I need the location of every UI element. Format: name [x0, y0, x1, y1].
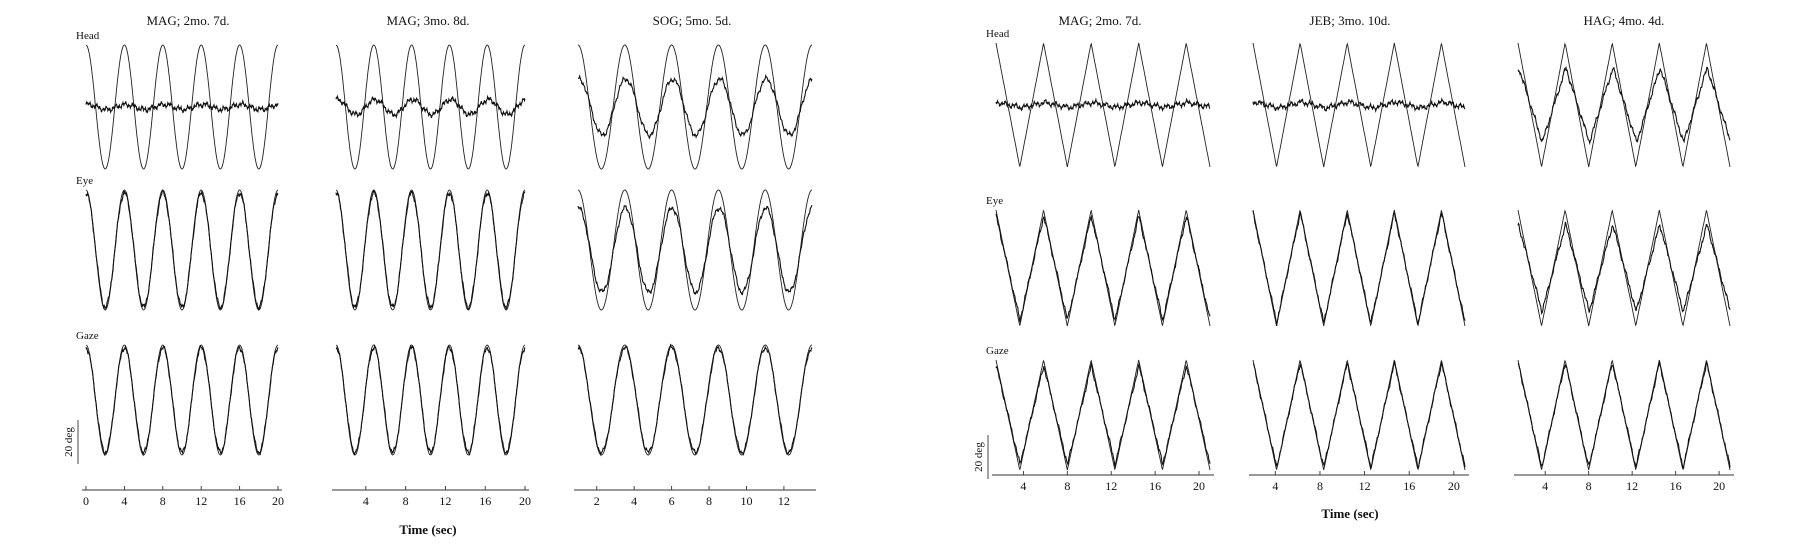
- x-tick-label: 20: [272, 494, 284, 508]
- x-tick-label: 16: [234, 494, 246, 508]
- chart-panel-4: MAG; 2mo. 7d. Head Eye Gaze 4 8 12 16 20 20 deg: [973, 13, 1214, 493]
- x-tick-label: 20: [1193, 479, 1205, 493]
- x-tick-label: 4: [1020, 479, 1026, 493]
- response-trace-head: [577, 73, 813, 140]
- x-tick-label: 2: [594, 494, 600, 508]
- x-tick-label: 16: [1403, 479, 1415, 493]
- panel-title: JEB; 3mo. 10d.: [1310, 13, 1391, 28]
- chart-panel-5: JEB; 3mo. 10d. 4 8 12 16 20: [1249, 13, 1469, 493]
- x-tick-label: 8: [403, 494, 409, 508]
- row-label-head: Head: [986, 28, 1010, 40]
- x-tick-label: 16: [479, 494, 491, 508]
- x-tick-label: 12: [195, 494, 207, 508]
- response-trace-eye: [335, 189, 526, 311]
- response-trace-eye: [577, 204, 813, 296]
- panel-title: MAG; 2mo. 7d.: [1058, 13, 1141, 28]
- response-trace-head: [1517, 65, 1731, 146]
- x-axis-title: Time (sec): [1321, 506, 1378, 521]
- x-tick-label: 12: [1359, 479, 1371, 493]
- x-tick-label: 8: [1586, 479, 1592, 493]
- x-tick-label: 6: [669, 494, 675, 508]
- panel-title: MAG; 3mo. 8d.: [386, 13, 469, 28]
- chart-panel-1: MAG; 2mo. 7d. Head Eye Gaze 0 4 8 12 16 20 20 deg: [63, 13, 284, 508]
- panel-title: MAG; 2mo. 7d.: [146, 13, 229, 28]
- response-trace-gaze: [335, 344, 526, 457]
- x-tick-label: 12: [778, 494, 790, 508]
- chart-panel-3: SOG; 5mo. 5d. 2 4 6 8 10 12: [574, 13, 816, 508]
- response-trace-gaze: [1517, 360, 1731, 469]
- x-tick-label: 16: [1149, 479, 1161, 493]
- chart-panel-6: HAG; 4mo. 4d. 4 8 12 16 20: [1514, 13, 1734, 493]
- x-tick-label: 8: [706, 494, 712, 508]
- scale-bar-label: 20 deg: [63, 427, 75, 457]
- x-axis-title: Time (sec): [399, 522, 456, 537]
- row-label-eye: Eye: [986, 195, 1003, 207]
- response-trace-eye: [1252, 210, 1466, 326]
- response-trace-head: [1252, 97, 1466, 114]
- x-tick-label: 4: [1272, 479, 1278, 493]
- response-trace-head: [995, 97, 1211, 113]
- response-trace-eye: [1517, 221, 1731, 315]
- panel-title: HAG; 4mo. 4d.: [1584, 13, 1665, 28]
- x-tick-label: 12: [1105, 479, 1117, 493]
- x-tick-label: 4: [363, 494, 369, 508]
- stimulus-trace-head: [335, 44, 526, 170]
- response-trace-gaze: [577, 343, 813, 457]
- x-tick-label: 8: [160, 494, 166, 508]
- x-tick-label: 20: [1713, 479, 1725, 493]
- row-label-gaze: Gaze: [76, 330, 99, 342]
- x-tick-label: 20: [1448, 479, 1460, 493]
- x-tick-label: 8: [1317, 479, 1323, 493]
- response-trace-eye: [995, 213, 1211, 323]
- stimulus-trace-head: [577, 44, 813, 170]
- x-tick-label: 0: [83, 494, 89, 508]
- x-tick-label: 10: [740, 494, 752, 508]
- panel-title: SOG; 5mo. 5d.: [653, 13, 732, 28]
- x-tick-label: 4: [121, 494, 127, 508]
- row-label-head: Head: [76, 30, 100, 42]
- x-tick-label: 4: [631, 494, 637, 508]
- chart-panel-2: MAG; 3mo. 8d. 4 8 12 16 20: [332, 13, 531, 508]
- stimulus-trace-eye: [577, 189, 813, 311]
- x-tick-label: 8: [1064, 479, 1070, 493]
- response-trace-gaze: [85, 344, 279, 457]
- x-tick-label: 4: [1542, 479, 1548, 493]
- stimulus-trace-head: [85, 44, 279, 170]
- x-tick-label: 12: [439, 494, 451, 508]
- response-trace-gaze: [995, 362, 1211, 467]
- response-trace-head: [335, 94, 526, 120]
- scale-bar-label: 20 deg: [973, 442, 985, 472]
- x-tick-label: 12: [1626, 479, 1638, 493]
- row-label-gaze: Gaze: [986, 345, 1009, 357]
- stimulus-trace-head: [1517, 42, 1731, 168]
- row-label-eye: Eye: [76, 175, 93, 187]
- x-tick-label: 20: [519, 494, 531, 508]
- response-trace-head: [85, 98, 279, 115]
- response-trace-gaze: [1252, 360, 1466, 470]
- response-trace-eye: [85, 189, 279, 311]
- x-tick-label: 16: [1670, 479, 1682, 493]
